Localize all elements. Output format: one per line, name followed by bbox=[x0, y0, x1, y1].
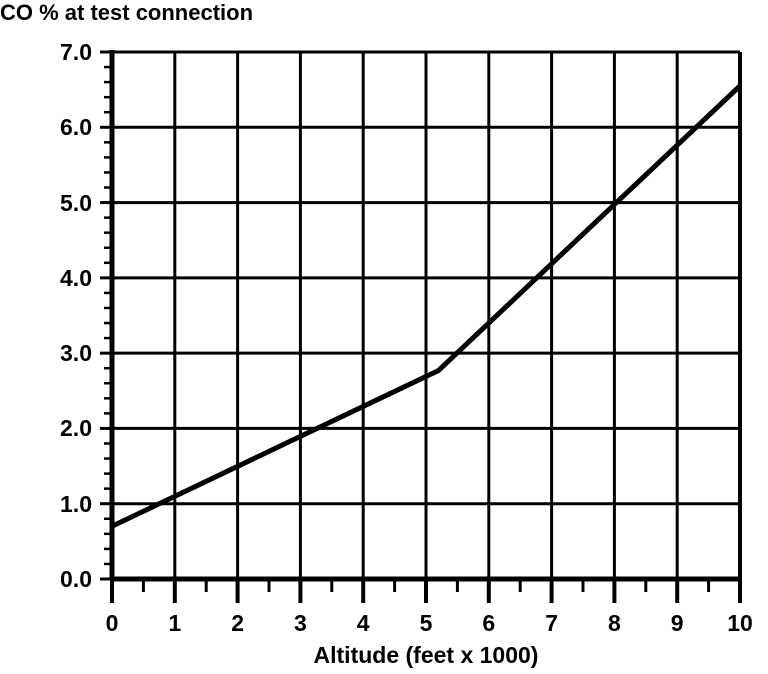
y-tick-label: 1.0 bbox=[60, 490, 92, 517]
x-axis-title: Altitude (feet x 1000) bbox=[313, 642, 539, 668]
x-tick-label: 8 bbox=[607, 610, 621, 636]
x-tick-label: 6 bbox=[482, 610, 496, 636]
x-tick-label: 1 bbox=[168, 610, 182, 636]
x-tick-label: 5 bbox=[419, 610, 433, 636]
x-tick-label: 9 bbox=[670, 610, 684, 636]
y-tick-label: 0.0 bbox=[60, 566, 92, 592]
x-tick-label: 2 bbox=[231, 610, 244, 636]
x-tick-label: 0 bbox=[105, 610, 119, 636]
y-tick-label: 5.0 bbox=[60, 189, 92, 216]
y-tick-label: 7.0 bbox=[60, 39, 92, 65]
y-tick-label: 4.0 bbox=[60, 264, 92, 291]
x-tick-label: 7 bbox=[545, 610, 558, 636]
y-tick-label: 6.0 bbox=[60, 114, 92, 141]
x-tick-label: 3 bbox=[293, 610, 307, 636]
y-tick-label: 3.0 bbox=[60, 340, 92, 367]
chart-title: CO % at test connection bbox=[0, 0, 254, 25]
x-tick-label: 4 bbox=[356, 610, 370, 636]
x-tick-label: 10 bbox=[727, 610, 753, 636]
data-line bbox=[110, 84, 742, 529]
y-tick-label: 2.0 bbox=[60, 415, 92, 442]
